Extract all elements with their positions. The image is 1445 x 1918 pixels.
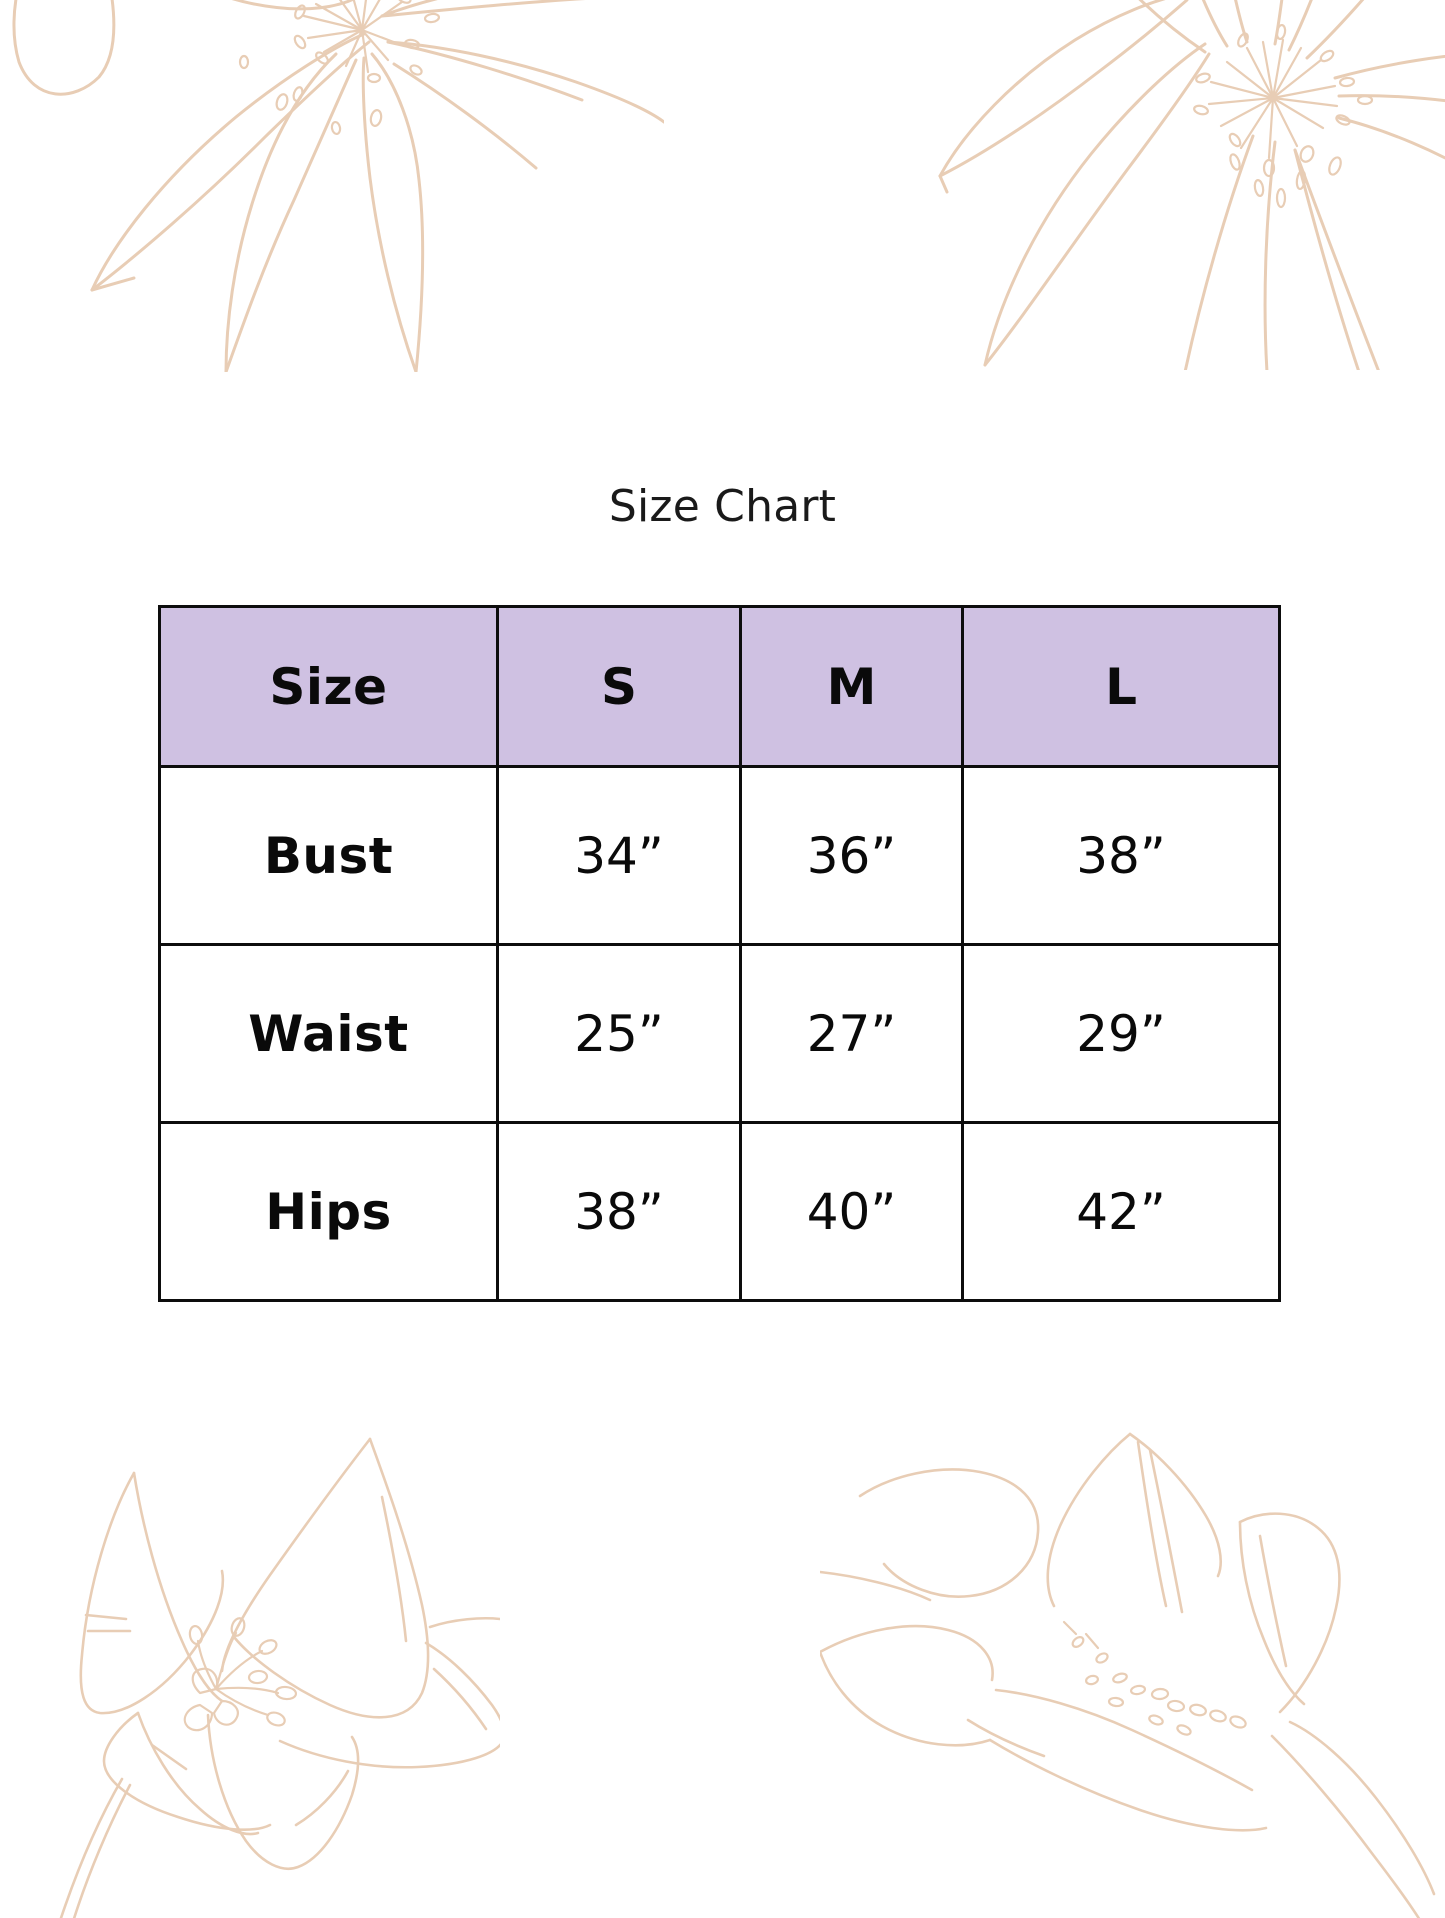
cell-hips-l: 42”	[961, 1121, 1281, 1302]
floral-bottom-right-decoration	[820, 1390, 1445, 1918]
table-row-waist: Waist 25” 27” 29”	[158, 943, 1281, 1124]
floral-top-left-decoration	[0, 0, 664, 372]
flower-line-art-icon	[12, 0, 664, 372]
header-cell-l: L	[961, 605, 1281, 768]
size-chart-table-container: Size S M L Bust 34” 36” 38” Waist 25” 27…	[158, 605, 1281, 1302]
row-label-hips: Hips	[158, 1121, 499, 1302]
size-chart-table: Size S M L Bust 34” 36” 38” Waist 25” 27…	[158, 605, 1281, 1302]
row-label-bust: Bust	[158, 765, 499, 946]
cell-bust-l: 38”	[961, 765, 1281, 946]
header-cell-s: S	[496, 605, 742, 768]
flower-line-art-icon	[938, 0, 1445, 370]
page-title: Size Chart	[608, 481, 837, 532]
cell-hips-m: 40”	[739, 1121, 964, 1302]
cell-waist-m: 27”	[739, 943, 964, 1124]
cell-hips-s: 38”	[496, 1121, 742, 1302]
magnolia-line-art-icon	[820, 1432, 1436, 1918]
cell-bust-m: 36”	[739, 765, 964, 946]
floral-bottom-left-decoration	[30, 1405, 500, 1918]
lily-line-art-icon	[59, 1437, 500, 1918]
floral-top-right-decoration	[735, 0, 1445, 370]
cell-waist-s: 25”	[496, 943, 742, 1124]
header-cell-size: Size	[158, 605, 499, 768]
table-row-hips: Hips 38” 40” 42”	[158, 1121, 1281, 1302]
cell-waist-l: 29”	[961, 943, 1281, 1124]
row-label-waist: Waist	[158, 943, 499, 1124]
header-cell-m: M	[739, 605, 964, 768]
table-header-row: Size S M L	[158, 605, 1281, 768]
cell-bust-s: 34”	[496, 765, 742, 946]
table-row-bust: Bust 34” 36” 38”	[158, 765, 1281, 946]
